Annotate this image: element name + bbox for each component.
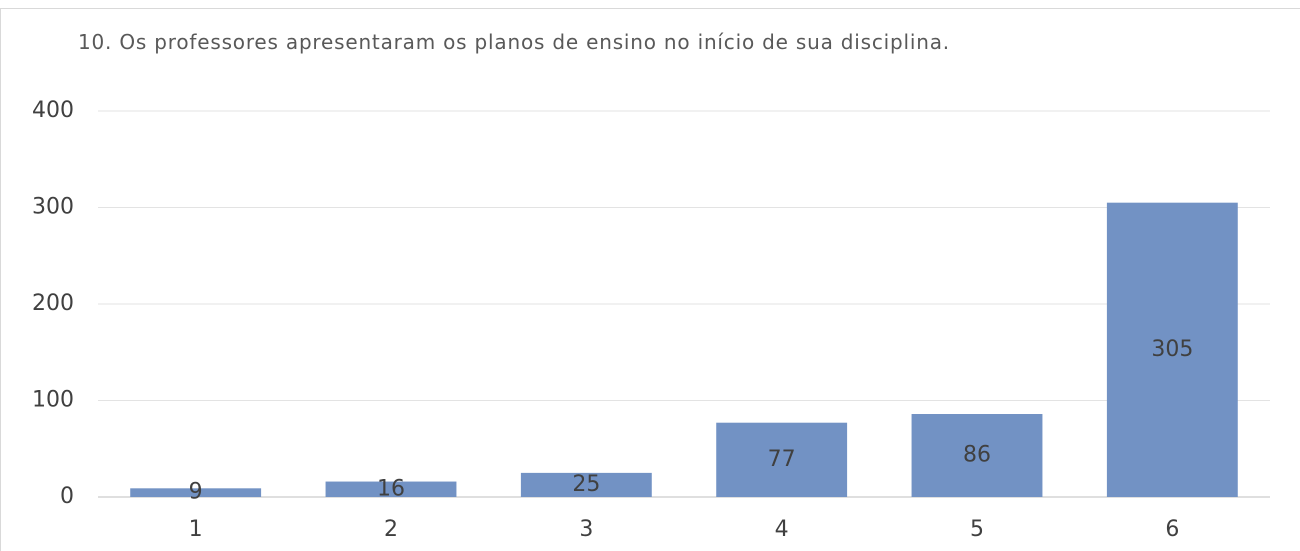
y-tick-label: 0 xyxy=(60,484,74,509)
bar xyxy=(1106,202,1238,498)
bar xyxy=(716,422,848,497)
y-tick-label: 200 xyxy=(32,291,74,316)
x-tick-label: 5 xyxy=(970,517,984,542)
data-label: 16 xyxy=(377,476,405,501)
chart-title: 10. Os professores apresentaram os plano… xyxy=(78,30,950,54)
x-tick-label: 2 xyxy=(384,517,398,542)
y-tick-label: 100 xyxy=(32,388,74,413)
data-label: 9 xyxy=(189,480,203,505)
data-label: 25 xyxy=(572,472,600,497)
bar xyxy=(520,472,652,497)
data-label: 86 xyxy=(963,443,991,468)
data-label: 77 xyxy=(768,447,796,472)
bar xyxy=(325,481,457,497)
x-tick-label: 3 xyxy=(579,517,593,542)
y-tick-label: 400 xyxy=(32,98,74,123)
bar xyxy=(911,414,1043,497)
chart-border xyxy=(0,8,1300,551)
data-label: 305 xyxy=(1151,337,1193,362)
y-tick-label: 300 xyxy=(32,195,74,220)
x-tick-label: 1 xyxy=(189,517,203,542)
x-tick-label: 6 xyxy=(1165,517,1179,542)
bar xyxy=(130,488,262,497)
x-tick-label: 4 xyxy=(775,517,789,542)
